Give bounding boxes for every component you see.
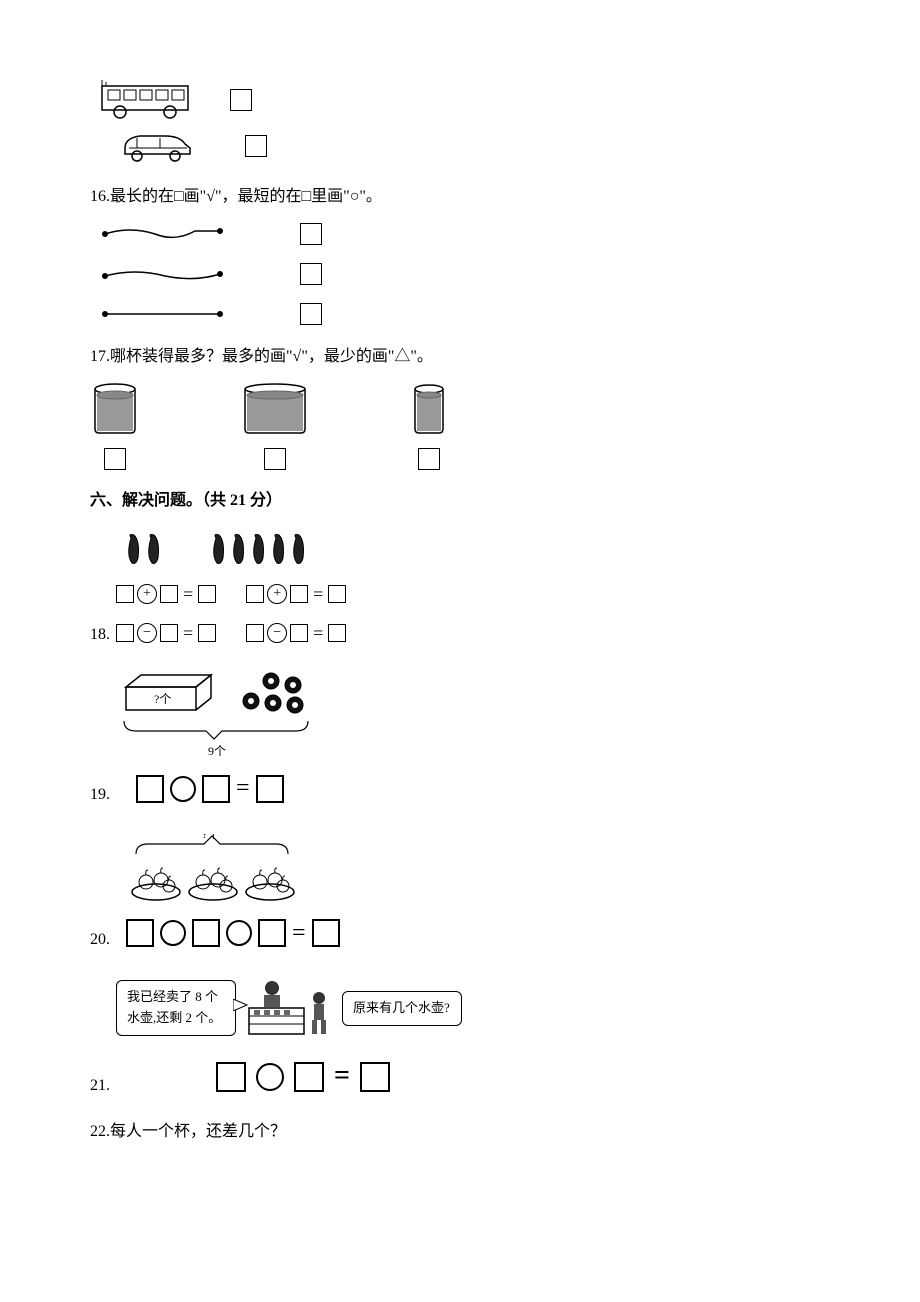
- q21-op[interactable]: [256, 1063, 284, 1091]
- q18-b1[interactable]: [246, 585, 264, 603]
- equals-sign: =: [313, 580, 323, 609]
- q19-e2[interactable]: [202, 775, 230, 803]
- q21-speech1: 我已经卖了 8 个 水壶,还剩 2 个。: [116, 980, 236, 1036]
- q20-e1[interactable]: [126, 919, 154, 947]
- q18-d1[interactable]: [246, 624, 264, 642]
- q18-a1[interactable]: [116, 585, 134, 603]
- q19-number: 19.: [90, 782, 110, 808]
- q21-speech1-line1: 我已经卖了 8 个: [127, 987, 225, 1008]
- equals-sign: =: [313, 619, 323, 648]
- q17-cup1: [90, 381, 140, 470]
- q18-c1[interactable]: [116, 624, 134, 642]
- curvy-line-icon: [100, 224, 240, 244]
- q18-d3[interactable]: [328, 624, 346, 642]
- q20: 20. ?个: [90, 834, 830, 952]
- q20-equation: =: [126, 914, 340, 952]
- box-balls-icon: ?个 9个: [116, 669, 326, 759]
- plus-icon: +: [267, 584, 287, 604]
- cup-wide-icon: [240, 381, 310, 436]
- q21-speech1-line2: 水壶,还剩 2 个。: [127, 1008, 225, 1029]
- bus-row: [100, 80, 830, 120]
- q20-op2[interactable]: [226, 920, 252, 946]
- q17: 17.哪杯装得最多？最多的画"√"，最少的画"△"。: [90, 344, 830, 471]
- q20-op1[interactable]: [160, 920, 186, 946]
- q18-number: 18.: [90, 622, 110, 648]
- q19-box-label: ?个: [154, 692, 171, 706]
- bus-answer-box[interactable]: [230, 89, 252, 111]
- straight-line-icon: [100, 304, 240, 324]
- q16-box3[interactable]: [300, 303, 322, 325]
- q18-subtraction-row: − = − =: [116, 619, 346, 648]
- q17-cup3: [410, 381, 448, 470]
- q19-total-label: 9个: [208, 744, 226, 758]
- cup-narrow-icon: [410, 381, 448, 436]
- equals-sign: =: [183, 619, 193, 648]
- q16: 16.最长的在□画"√"，最短的在□里画"○"。: [90, 184, 830, 326]
- q22: 22.每人一个杯，还差几个？: [90, 1119, 830, 1145]
- q17-cup2: [240, 381, 310, 470]
- q19-e3[interactable]: [256, 775, 284, 803]
- q17-box3[interactable]: [418, 448, 440, 470]
- q17-box1[interactable]: [104, 448, 126, 470]
- q17-prompt: 17.哪杯装得最多？最多的画"√"，最少的画"△"。: [90, 344, 830, 370]
- q21-e1[interactable]: [216, 1062, 246, 1092]
- seller-kettle-icon: [244, 978, 334, 1038]
- car-row: [100, 126, 830, 166]
- equals-sign: =: [183, 580, 193, 609]
- q19-equation: =: [136, 769, 326, 807]
- bubble-tail-icon: [233, 999, 249, 1011]
- q16-line1-row: [100, 222, 830, 246]
- plus-icon: +: [137, 584, 157, 604]
- minus-icon: −: [267, 623, 287, 643]
- q18-b3[interactable]: [328, 585, 346, 603]
- equals-sign: =: [292, 914, 306, 952]
- q21-e3[interactable]: [360, 1062, 390, 1092]
- q18-addition-row: + = + =: [116, 580, 346, 609]
- q17-box2[interactable]: [264, 448, 286, 470]
- q18-a2[interactable]: [160, 585, 178, 603]
- q22-prompt: 22.每人一个杯，还差几个？: [90, 1119, 830, 1145]
- q20-e2[interactable]: [192, 919, 220, 947]
- q18-c3[interactable]: [198, 624, 216, 642]
- q15-vehicles: [90, 80, 830, 166]
- q20-number: 20.: [90, 927, 110, 953]
- q19: 19. ?个 9个 =: [90, 669, 830, 807]
- q16-box1[interactable]: [300, 223, 322, 245]
- car-answer-box[interactable]: [245, 135, 267, 157]
- q16-line3-row: [100, 302, 830, 326]
- q18-c2[interactable]: [160, 624, 178, 642]
- minus-icon: −: [137, 623, 157, 643]
- fruit-plates-icon: ?个: [116, 834, 316, 904]
- q20-e4[interactable]: [312, 919, 340, 947]
- pepper-groups-icon: [116, 528, 346, 570]
- q18: 18. + = +: [90, 528, 830, 648]
- q19-e1[interactable]: [136, 775, 164, 803]
- q21-e2[interactable]: [294, 1062, 324, 1092]
- q21-equation: =: [216, 1054, 462, 1099]
- q19-op[interactable]: [170, 776, 196, 802]
- q18-a3[interactable]: [198, 585, 216, 603]
- q18-d2[interactable]: [290, 624, 308, 642]
- q20-e3[interactable]: [258, 919, 286, 947]
- q18-b2[interactable]: [290, 585, 308, 603]
- q16-box2[interactable]: [300, 263, 322, 285]
- q20-top-label: ?个: [202, 834, 219, 841]
- equals-sign: =: [334, 1054, 350, 1099]
- car-icon: [115, 126, 210, 166]
- q21-number: 21.: [90, 1073, 110, 1099]
- wavy-line-icon: [100, 264, 240, 284]
- q21: 21. 我已经卖了 8 个 水壶,还剩 2 个。: [90, 978, 830, 1099]
- q21-speech2: 原来有几个水壶?: [342, 991, 462, 1026]
- cup-medium-icon: [90, 381, 140, 436]
- equals-sign: =: [236, 769, 250, 807]
- bus-icon: [100, 80, 195, 120]
- section6-heading: 六、解决问题。（共 21 分）: [90, 488, 830, 514]
- q16-line2-row: [100, 262, 830, 286]
- q16-prompt: 16.最长的在□画"√"，最短的在□里画"○"。: [90, 184, 830, 210]
